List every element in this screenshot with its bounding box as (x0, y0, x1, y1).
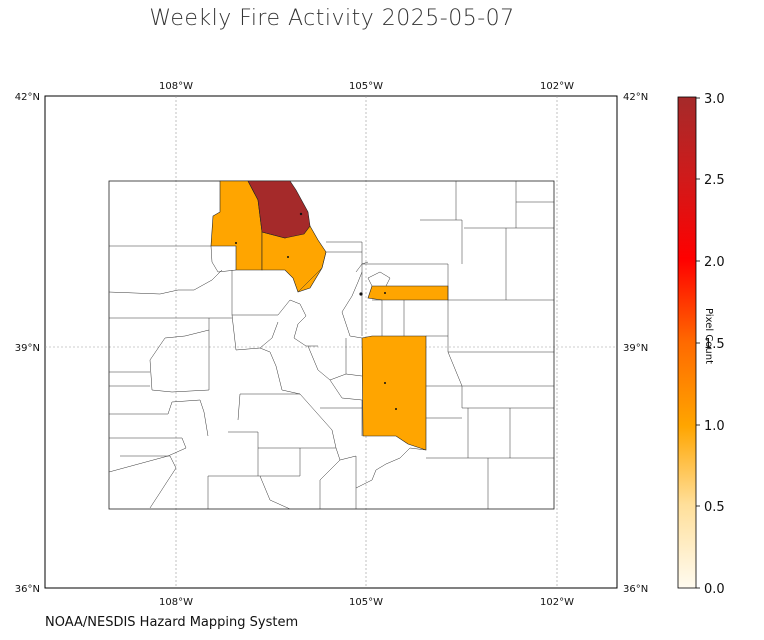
lat-tick-right-42: 42°N (623, 92, 648, 103)
colorbar-tick-2: 2.0 (704, 255, 725, 270)
colorbar-label: Pixel Count (703, 308, 714, 365)
lon-tick-top-108: 108°W (159, 81, 193, 92)
lon-tick-bottom-102: 102°W (540, 597, 574, 608)
lat-tick-right-36: 36°N (623, 584, 648, 595)
lat-tick-left-42: 42°N (15, 92, 40, 103)
county-level1-central (367, 285, 449, 301)
lon-tick-bottom-108: 108°W (159, 597, 193, 608)
lon-tick-top-102: 102°W (540, 81, 574, 92)
map-title: Weekly Fire Activity 2025-05-07 (149, 6, 515, 31)
county-level1-southeast (361, 335, 427, 451)
lat-tick-left-39: 39°N (15, 343, 40, 354)
lon-tick-bottom-105: 105°W (349, 597, 383, 608)
colorbar (677, 96, 697, 589)
county-boundaries (108, 181, 554, 510)
colorbar-tick-1-5: 1.5 (704, 337, 725, 352)
lon-tick-top-105: 105°W (349, 81, 383, 92)
state-outline (108, 180, 555, 510)
lat-tick-left-36: 36°N (15, 584, 40, 595)
source-credit: NOAA/NESDIS Hazard Mapping System (45, 615, 299, 630)
fire-detections (235, 212, 397, 410)
colorbar-ticks (696, 97, 700, 589)
lat-tick-right-39: 39°N (623, 343, 648, 354)
colorbar-tick-2-5: 2.5 (704, 173, 725, 188)
colorbar-tick-0-5: 0.5 (704, 500, 725, 515)
colorbar-tick-1: 1.0 (704, 419, 725, 434)
colorbar-tick-3: 3.0 (704, 92, 725, 107)
county-level3-north (247, 180, 311, 239)
colorbar-tick-0: 0.0 (704, 582, 725, 597)
map-frame (44, 95, 618, 589)
